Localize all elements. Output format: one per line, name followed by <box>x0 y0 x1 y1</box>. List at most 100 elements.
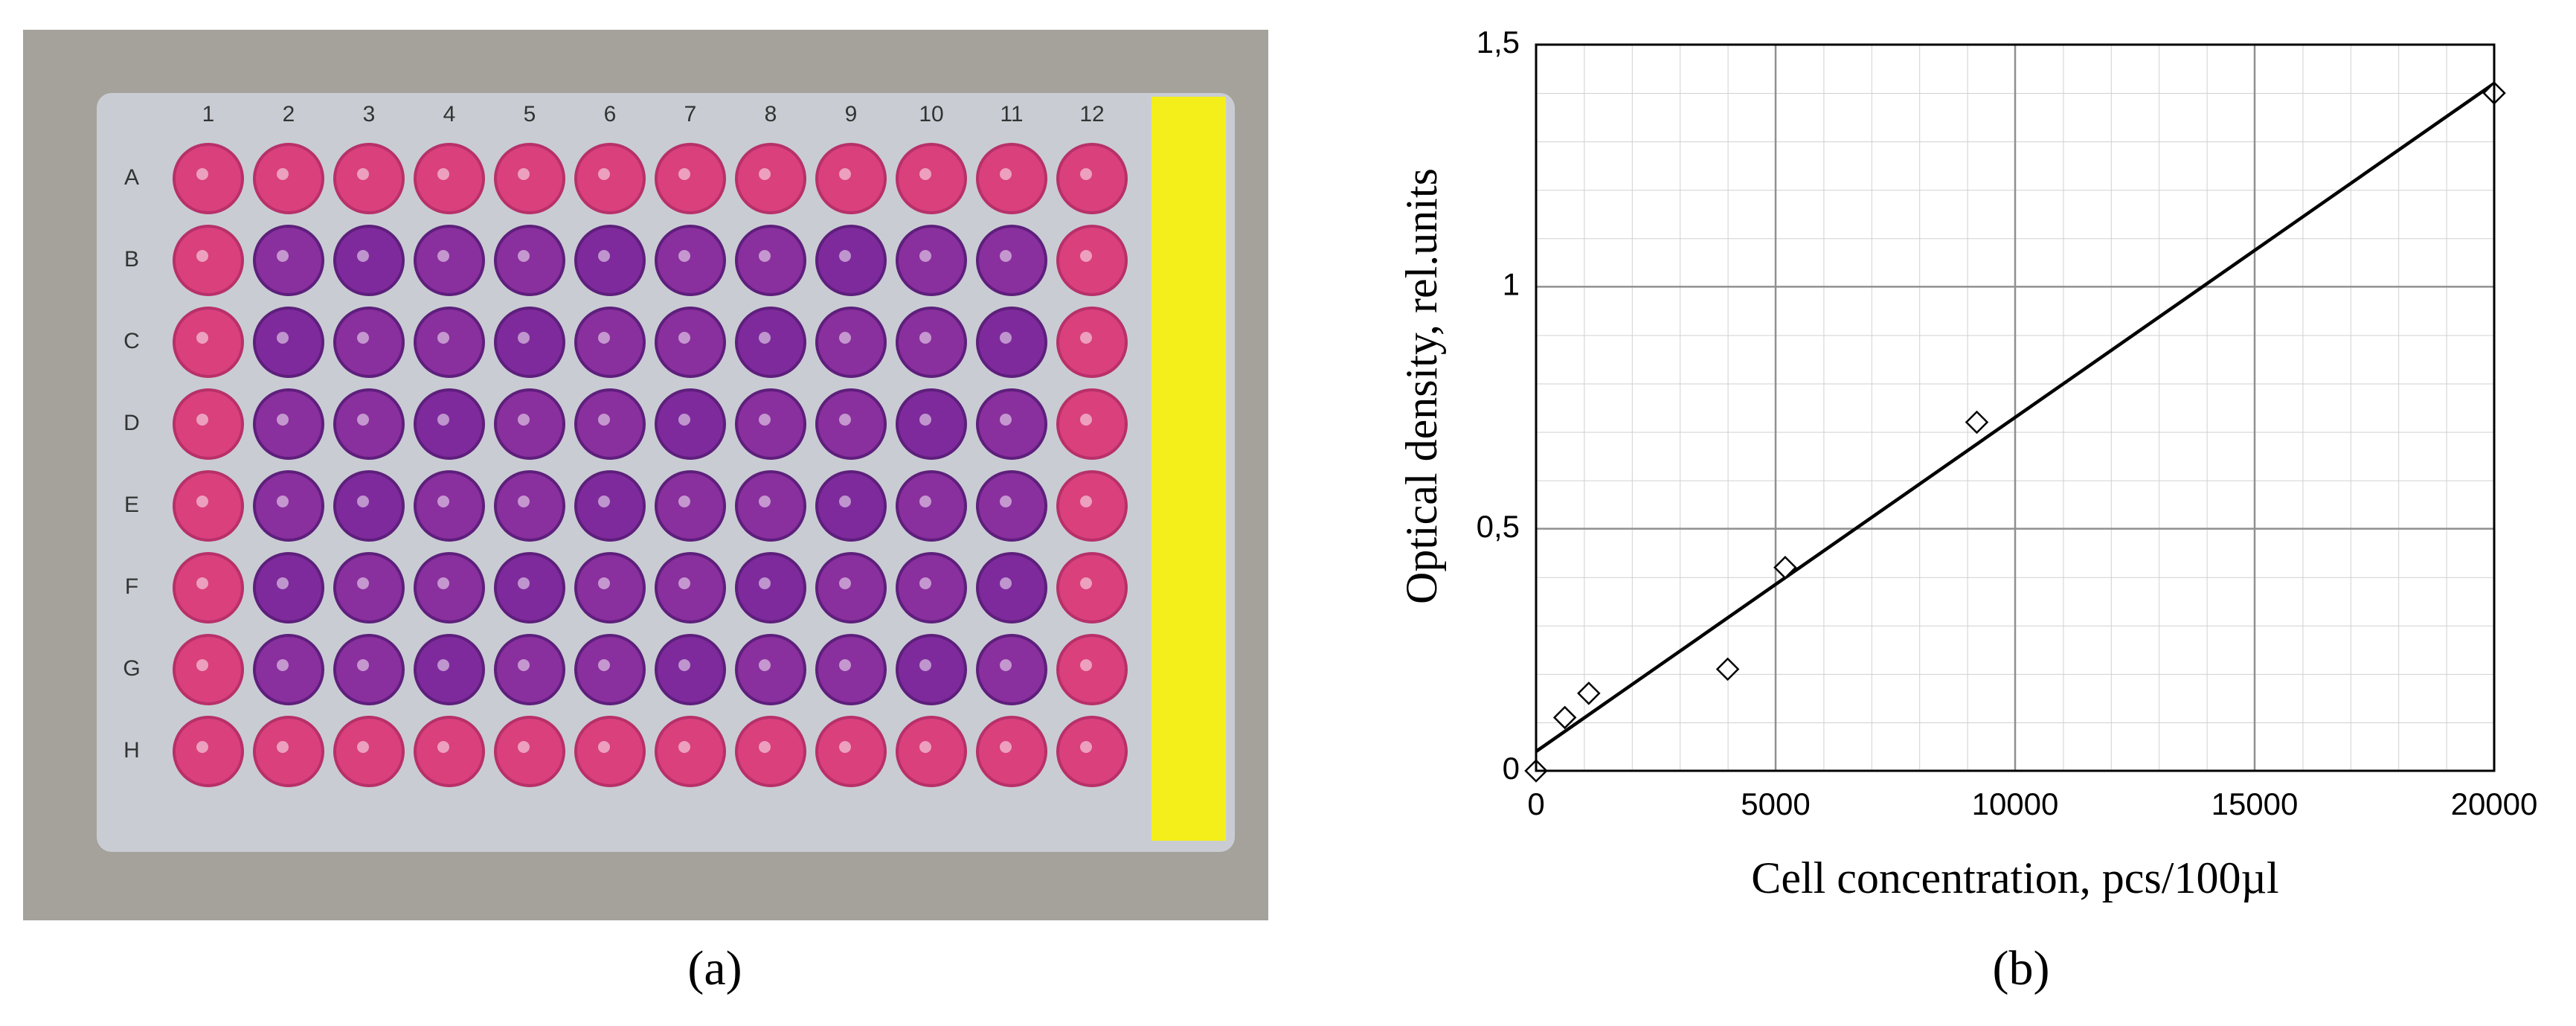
well-highlight <box>678 496 690 507</box>
well <box>815 388 887 460</box>
well-highlight <box>759 414 771 426</box>
well <box>333 143 405 214</box>
well <box>414 225 485 296</box>
well-highlight <box>1000 168 1012 180</box>
well-highlight <box>839 496 851 507</box>
y-tick-label: 1,5 <box>1477 25 1520 60</box>
well-highlight <box>357 496 369 507</box>
row-label: G <box>123 656 140 681</box>
row-label: C <box>123 329 140 353</box>
data-point <box>1965 410 1989 435</box>
well <box>574 388 646 460</box>
well <box>1056 143 1128 214</box>
well <box>414 634 485 705</box>
well-highlight <box>196 250 208 262</box>
well-highlight <box>277 414 289 426</box>
well <box>494 470 565 542</box>
well-highlight <box>839 250 851 262</box>
x-tick-label: 0 <box>1527 786 1544 821</box>
well <box>976 225 1047 296</box>
well <box>1056 225 1128 296</box>
well-highlight <box>839 414 851 426</box>
well <box>655 634 726 705</box>
well <box>655 388 726 460</box>
well <box>333 225 405 296</box>
well <box>333 388 405 460</box>
well-highlight <box>839 659 851 671</box>
well <box>735 634 806 705</box>
well <box>896 143 967 214</box>
well <box>896 716 967 787</box>
well-highlight <box>919 741 931 753</box>
well <box>896 634 967 705</box>
well <box>815 143 887 214</box>
well <box>574 634 646 705</box>
well-highlight <box>759 659 771 671</box>
column-label: 10 <box>919 102 943 126</box>
well-highlight <box>437 496 449 507</box>
well-highlight <box>839 332 851 344</box>
well <box>414 143 485 214</box>
well <box>655 143 726 214</box>
well <box>1056 634 1128 705</box>
well-highlight <box>598 577 610 589</box>
well <box>896 552 967 623</box>
well-highlight <box>598 168 610 180</box>
well-highlight <box>277 332 289 344</box>
well <box>253 307 324 378</box>
well <box>896 388 967 460</box>
well-highlight <box>518 250 530 262</box>
yellow-strip <box>1152 97 1226 841</box>
well <box>253 470 324 542</box>
well <box>173 388 244 460</box>
well <box>735 307 806 378</box>
well-highlight <box>919 659 931 671</box>
well <box>896 225 967 296</box>
x-tick-label: 15000 <box>2212 786 2299 821</box>
well-highlight <box>277 741 289 753</box>
well <box>574 225 646 296</box>
well <box>655 307 726 378</box>
well-highlight <box>919 577 931 589</box>
well-highlight <box>919 250 931 262</box>
y-tick-label: 0,5 <box>1477 509 1520 544</box>
row-label: D <box>123 411 140 435</box>
well-highlight <box>678 659 690 671</box>
x-tick-label: 5000 <box>1741 786 1810 821</box>
well <box>494 143 565 214</box>
well-highlight <box>598 659 610 671</box>
plot-frame <box>1535 43 2496 772</box>
well-highlight <box>1080 659 1092 671</box>
row-label: A <box>124 165 139 190</box>
well-highlight <box>437 168 449 180</box>
data-point <box>1773 555 1797 580</box>
well <box>333 307 405 378</box>
column-label: 2 <box>283 102 295 126</box>
x-tick-label: 20000 <box>2451 786 2538 821</box>
well <box>976 716 1047 787</box>
well-highlight <box>1000 741 1012 753</box>
well-highlight <box>518 168 530 180</box>
well-highlight <box>598 250 610 262</box>
well-highlight <box>678 577 690 589</box>
well <box>976 552 1047 623</box>
well-highlight <box>598 414 610 426</box>
well-highlight <box>919 168 931 180</box>
well <box>173 634 244 705</box>
well <box>253 552 324 623</box>
well-highlight <box>678 741 690 753</box>
well-highlight <box>518 414 530 426</box>
well-highlight <box>277 659 289 671</box>
well-highlight <box>1000 332 1012 344</box>
well-highlight <box>678 332 690 344</box>
well-highlight <box>759 741 771 753</box>
well-highlight <box>196 332 208 344</box>
well-highlight <box>1080 250 1092 262</box>
well-highlight <box>1000 414 1012 426</box>
well-highlight <box>759 332 771 344</box>
plate-photo: 1 A B C D E F G H 2 3 4 5 6 7 8 9 10 11 12 <box>23 30 1268 920</box>
column-label: 5 <box>524 102 536 126</box>
well <box>333 716 405 787</box>
well <box>815 470 887 542</box>
well-highlight <box>196 414 208 426</box>
